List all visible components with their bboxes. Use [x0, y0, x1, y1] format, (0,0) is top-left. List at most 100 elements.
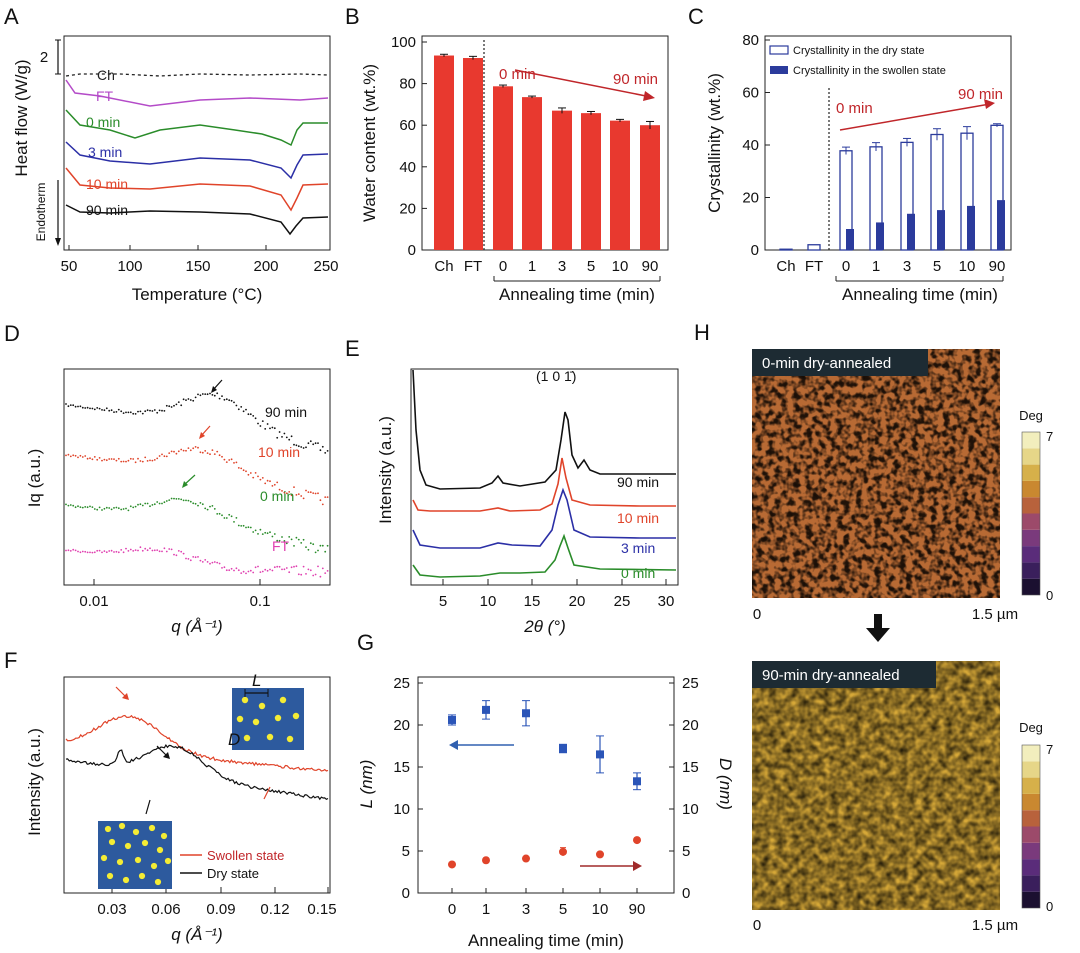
saxs-point — [221, 514, 223, 517]
inset-swollen: L D — [228, 671, 304, 800]
peak-label-e: (1 0 1̄) — [536, 368, 576, 384]
saxs-point — [302, 538, 305, 541]
saxs-point — [110, 458, 113, 460]
particle-swollen — [286, 735, 294, 743]
saxs-point — [257, 533, 259, 535]
xtick-g-5: 90 — [629, 901, 646, 918]
saxs-point — [307, 491, 310, 493]
saxs-point — [261, 420, 264, 422]
saxs-point — [271, 535, 274, 538]
colorbar-step — [1022, 432, 1040, 449]
xtick-b-1: FT — [464, 258, 482, 275]
point-g-d-5 — [559, 847, 567, 856]
saxs-point — [165, 455, 168, 458]
afm-2-caption: 90-min dry-annealed — [762, 667, 900, 684]
saxs-point — [300, 542, 303, 544]
bar-b-10 — [610, 120, 630, 251]
saxs-point — [79, 506, 82, 508]
saxs-point — [230, 458, 233, 461]
saxs-point — [213, 453, 216, 455]
saxs-point — [93, 456, 96, 458]
saxs-point — [319, 544, 322, 547]
saxs-point — [161, 502, 163, 505]
saxs-point — [309, 491, 312, 494]
saxs-point — [211, 394, 214, 396]
saxs-point — [285, 436, 288, 439]
xrd-0min — [412, 533, 677, 578]
saxs-point — [161, 453, 163, 456]
saxs-point — [151, 410, 154, 412]
saxs-point — [125, 507, 127, 510]
xtick-c-3: 1 — [872, 258, 880, 275]
saxs-point — [293, 565, 295, 568]
afm-1-cb-min: 0 — [1046, 588, 1053, 603]
ylabel-e: Intensity (a.u.) — [376, 416, 395, 524]
saxs-point — [269, 568, 271, 571]
saxs-point — [271, 569, 274, 572]
saxs-point — [271, 485, 274, 487]
saxs-point — [96, 407, 99, 409]
xtick-c-0: Ch — [776, 258, 795, 275]
particle-swollen — [236, 715, 244, 723]
xtick-f-4: 0.15 — [307, 901, 336, 918]
bar-c-swollen-1 — [876, 222, 884, 250]
particle-dry — [148, 824, 156, 832]
saxs-point — [141, 504, 144, 507]
dsc-ft — [65, 79, 329, 107]
saxs-point — [297, 445, 300, 448]
bar-b-FT — [463, 58, 483, 251]
legend-swatch-dry — [769, 45, 789, 55]
saxs-point — [81, 456, 84, 458]
saxs-point — [151, 549, 154, 552]
saxs-point — [273, 483, 276, 486]
saxs-point — [264, 482, 267, 485]
saxs-point — [285, 567, 288, 569]
saxs-point — [187, 447, 190, 449]
saxs-point — [81, 506, 84, 509]
saxs-point — [108, 550, 111, 552]
saxs-point — [257, 422, 259, 425]
saxs-point — [228, 459, 231, 461]
saxs-point — [245, 408, 247, 411]
saxs-point — [98, 457, 101, 459]
legend-f: Swollen state Dry state — [180, 848, 284, 881]
saxs-point — [312, 492, 315, 494]
panel-a: A 50 100 150 200 250 Temperature (°C) He… — [4, 4, 339, 304]
point-g-d-0 — [448, 860, 456, 869]
saxs-point — [197, 556, 199, 558]
saxs-point — [230, 399, 233, 402]
saxs-point — [240, 406, 243, 408]
legend-c: Crystallinity in the dry state Crystalli… — [769, 45, 946, 77]
ytick-b-3: 60 — [399, 117, 416, 134]
panel-letter-a: A — [4, 4, 19, 29]
saxs-point — [240, 572, 243, 574]
plot-frame-g — [417, 676, 675, 894]
saxs-point — [132, 458, 135, 460]
saxs-point — [132, 506, 135, 509]
saxs-point — [122, 551, 125, 554]
yticks-c: 0 20 40 60 80 — [742, 32, 770, 259]
saxs-point — [218, 512, 221, 515]
saxs-point — [158, 502, 161, 505]
afm-2-cb-max: 7 — [1046, 742, 1053, 757]
xtick-d-1: 0.1 — [250, 593, 271, 610]
xtick-a-0: 50 — [61, 258, 78, 275]
saxs-point — [177, 550, 180, 552]
ytick-g-right-5: 25 — [682, 675, 699, 692]
saxs-point — [197, 446, 199, 449]
saxs-point — [177, 401, 180, 403]
bar-c-dry-FT — [807, 244, 821, 251]
saxs-point — [86, 506, 89, 509]
saxs-point — [213, 561, 216, 563]
saxs-point — [261, 570, 264, 573]
inset-swollen-particles — [236, 696, 300, 743]
saxs-point — [201, 393, 204, 395]
saxs-point — [168, 499, 171, 501]
saxs-point — [218, 454, 221, 457]
saxs-point — [74, 405, 77, 408]
saxs-point — [281, 490, 283, 492]
panel-letter-b: B — [345, 4, 360, 29]
ytick-b-4: 80 — [399, 76, 416, 93]
saxs-point — [283, 432, 286, 435]
colorbar-step — [1022, 464, 1040, 481]
